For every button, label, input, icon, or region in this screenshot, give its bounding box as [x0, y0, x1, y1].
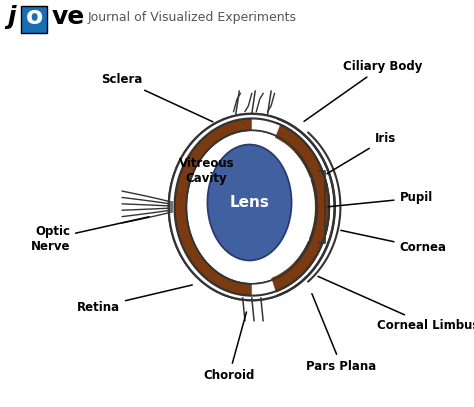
Polygon shape	[252, 118, 280, 136]
Text: ve: ve	[51, 5, 84, 29]
Text: Lens: Lens	[229, 195, 269, 210]
Text: Corneal Limbus: Corneal Limbus	[318, 276, 474, 332]
Text: Ciliary Body: Ciliary Body	[304, 60, 422, 121]
Text: j: j	[7, 5, 16, 29]
Text: Cornea: Cornea	[341, 230, 447, 254]
Text: Pupil: Pupil	[328, 191, 433, 207]
Polygon shape	[252, 280, 276, 295]
Text: Optic
Nerve: Optic Nerve	[30, 217, 149, 253]
Text: Journal of Visualized Experiments: Journal of Visualized Experiments	[88, 11, 297, 24]
Ellipse shape	[169, 114, 335, 300]
Text: o: o	[26, 5, 43, 29]
Polygon shape	[169, 114, 277, 300]
Text: Choroid: Choroid	[203, 312, 255, 382]
Text: Pars Plana: Pars Plana	[306, 294, 376, 372]
Text: Vitreous
Cavity: Vitreous Cavity	[179, 157, 234, 185]
Text: Sclera: Sclera	[101, 73, 213, 122]
FancyBboxPatch shape	[21, 6, 47, 33]
Ellipse shape	[186, 130, 317, 284]
Text: Iris: Iris	[327, 132, 396, 174]
Polygon shape	[275, 124, 324, 177]
Ellipse shape	[208, 144, 292, 260]
Polygon shape	[309, 174, 330, 245]
Ellipse shape	[174, 118, 329, 295]
Text: Retina: Retina	[77, 285, 192, 313]
Polygon shape	[271, 241, 322, 292]
